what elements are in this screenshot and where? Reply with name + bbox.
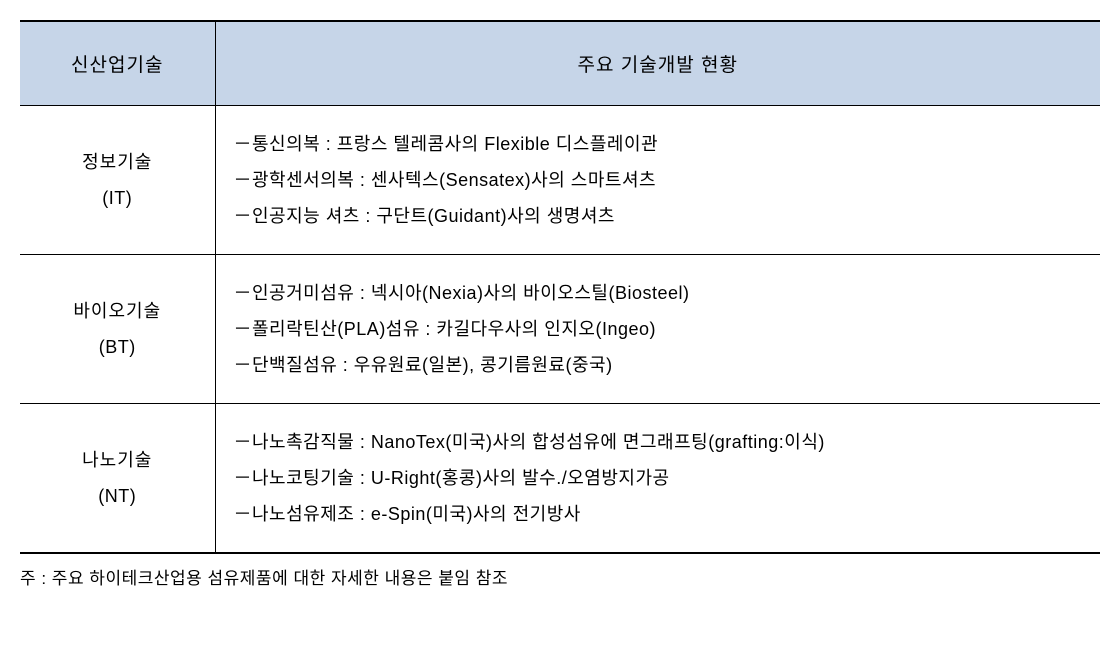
item-line: －나노섬유제조 : e-Spin(미국)사의 전기방사 xyxy=(234,496,1083,532)
footnote: 주 : 주요 하이테크산업용 섬유제품에 대한 자세한 내용은 붙임 참조 xyxy=(20,564,1100,589)
item-line: －단백질섬유 : 우유원료(일본), 콩기름원료(중국) xyxy=(234,347,1083,383)
items-cell: －나노촉감직물 : NanoTex(미국)사의 합성섬유에 면그래프팅(graf… xyxy=(215,404,1100,554)
item-line: －인공거미섬유 : 넥시아(Nexia)사의 바이오스틸(Biosteel) xyxy=(234,275,1083,311)
category-title: 바이오기술 xyxy=(38,293,197,329)
category-cell: 바이오기술 (BT) xyxy=(20,255,215,404)
table-row: 정보기술 (IT) －통신의복 : 프랑스 텔레콤사의 Flexible 디스플… xyxy=(20,106,1100,255)
col-header-category: 신산업기술 xyxy=(20,21,215,106)
category-title: 정보기술 xyxy=(38,144,197,180)
item-line: －나노코팅기술 : U-Right(홍콩)사의 발수./오염방지가공 xyxy=(234,460,1083,496)
items-cell: －인공거미섬유 : 넥시아(Nexia)사의 바이오스틸(Biosteel) －… xyxy=(215,255,1100,404)
item-line: －인공지능 셔츠 : 구단트(Guidant)사의 생명셔츠 xyxy=(234,198,1083,234)
table-row: 바이오기술 (BT) －인공거미섬유 : 넥시아(Nexia)사의 바이오스틸(… xyxy=(20,255,1100,404)
items-cell: －통신의복 : 프랑스 텔레콤사의 Flexible 디스플레이관 －광학센서의… xyxy=(215,106,1100,255)
category-abbr: (BT) xyxy=(38,329,197,365)
category-cell: 정보기술 (IT) xyxy=(20,106,215,255)
category-title: 나노기술 xyxy=(38,442,197,478)
table-header-row: 신산업기술 주요 기술개발 현황 xyxy=(20,21,1100,106)
item-line: －광학센서의복 : 센사텍스(Sensatex)사의 스마트셔츠 xyxy=(234,162,1083,198)
item-line: －나노촉감직물 : NanoTex(미국)사의 합성섬유에 면그래프팅(graf… xyxy=(234,424,1083,460)
category-abbr: (NT) xyxy=(38,478,197,514)
category-abbr: (IT) xyxy=(38,180,197,216)
table-container: 신산업기술 주요 기술개발 현황 정보기술 (IT) －통신의복 : 프랑스 텔… xyxy=(20,20,1100,589)
col-header-status: 주요 기술개발 현황 xyxy=(215,21,1100,106)
table-row: 나노기술 (NT) －나노촉감직물 : NanoTex(미국)사의 합성섬유에 … xyxy=(20,404,1100,554)
tech-table: 신산업기술 주요 기술개발 현황 정보기술 (IT) －통신의복 : 프랑스 텔… xyxy=(20,20,1100,554)
item-line: －폴리락틴산(PLA)섬유 : 카길다우사의 인지오(Ingeo) xyxy=(234,311,1083,347)
item-line: －통신의복 : 프랑스 텔레콤사의 Flexible 디스플레이관 xyxy=(234,126,1083,162)
category-cell: 나노기술 (NT) xyxy=(20,404,215,554)
